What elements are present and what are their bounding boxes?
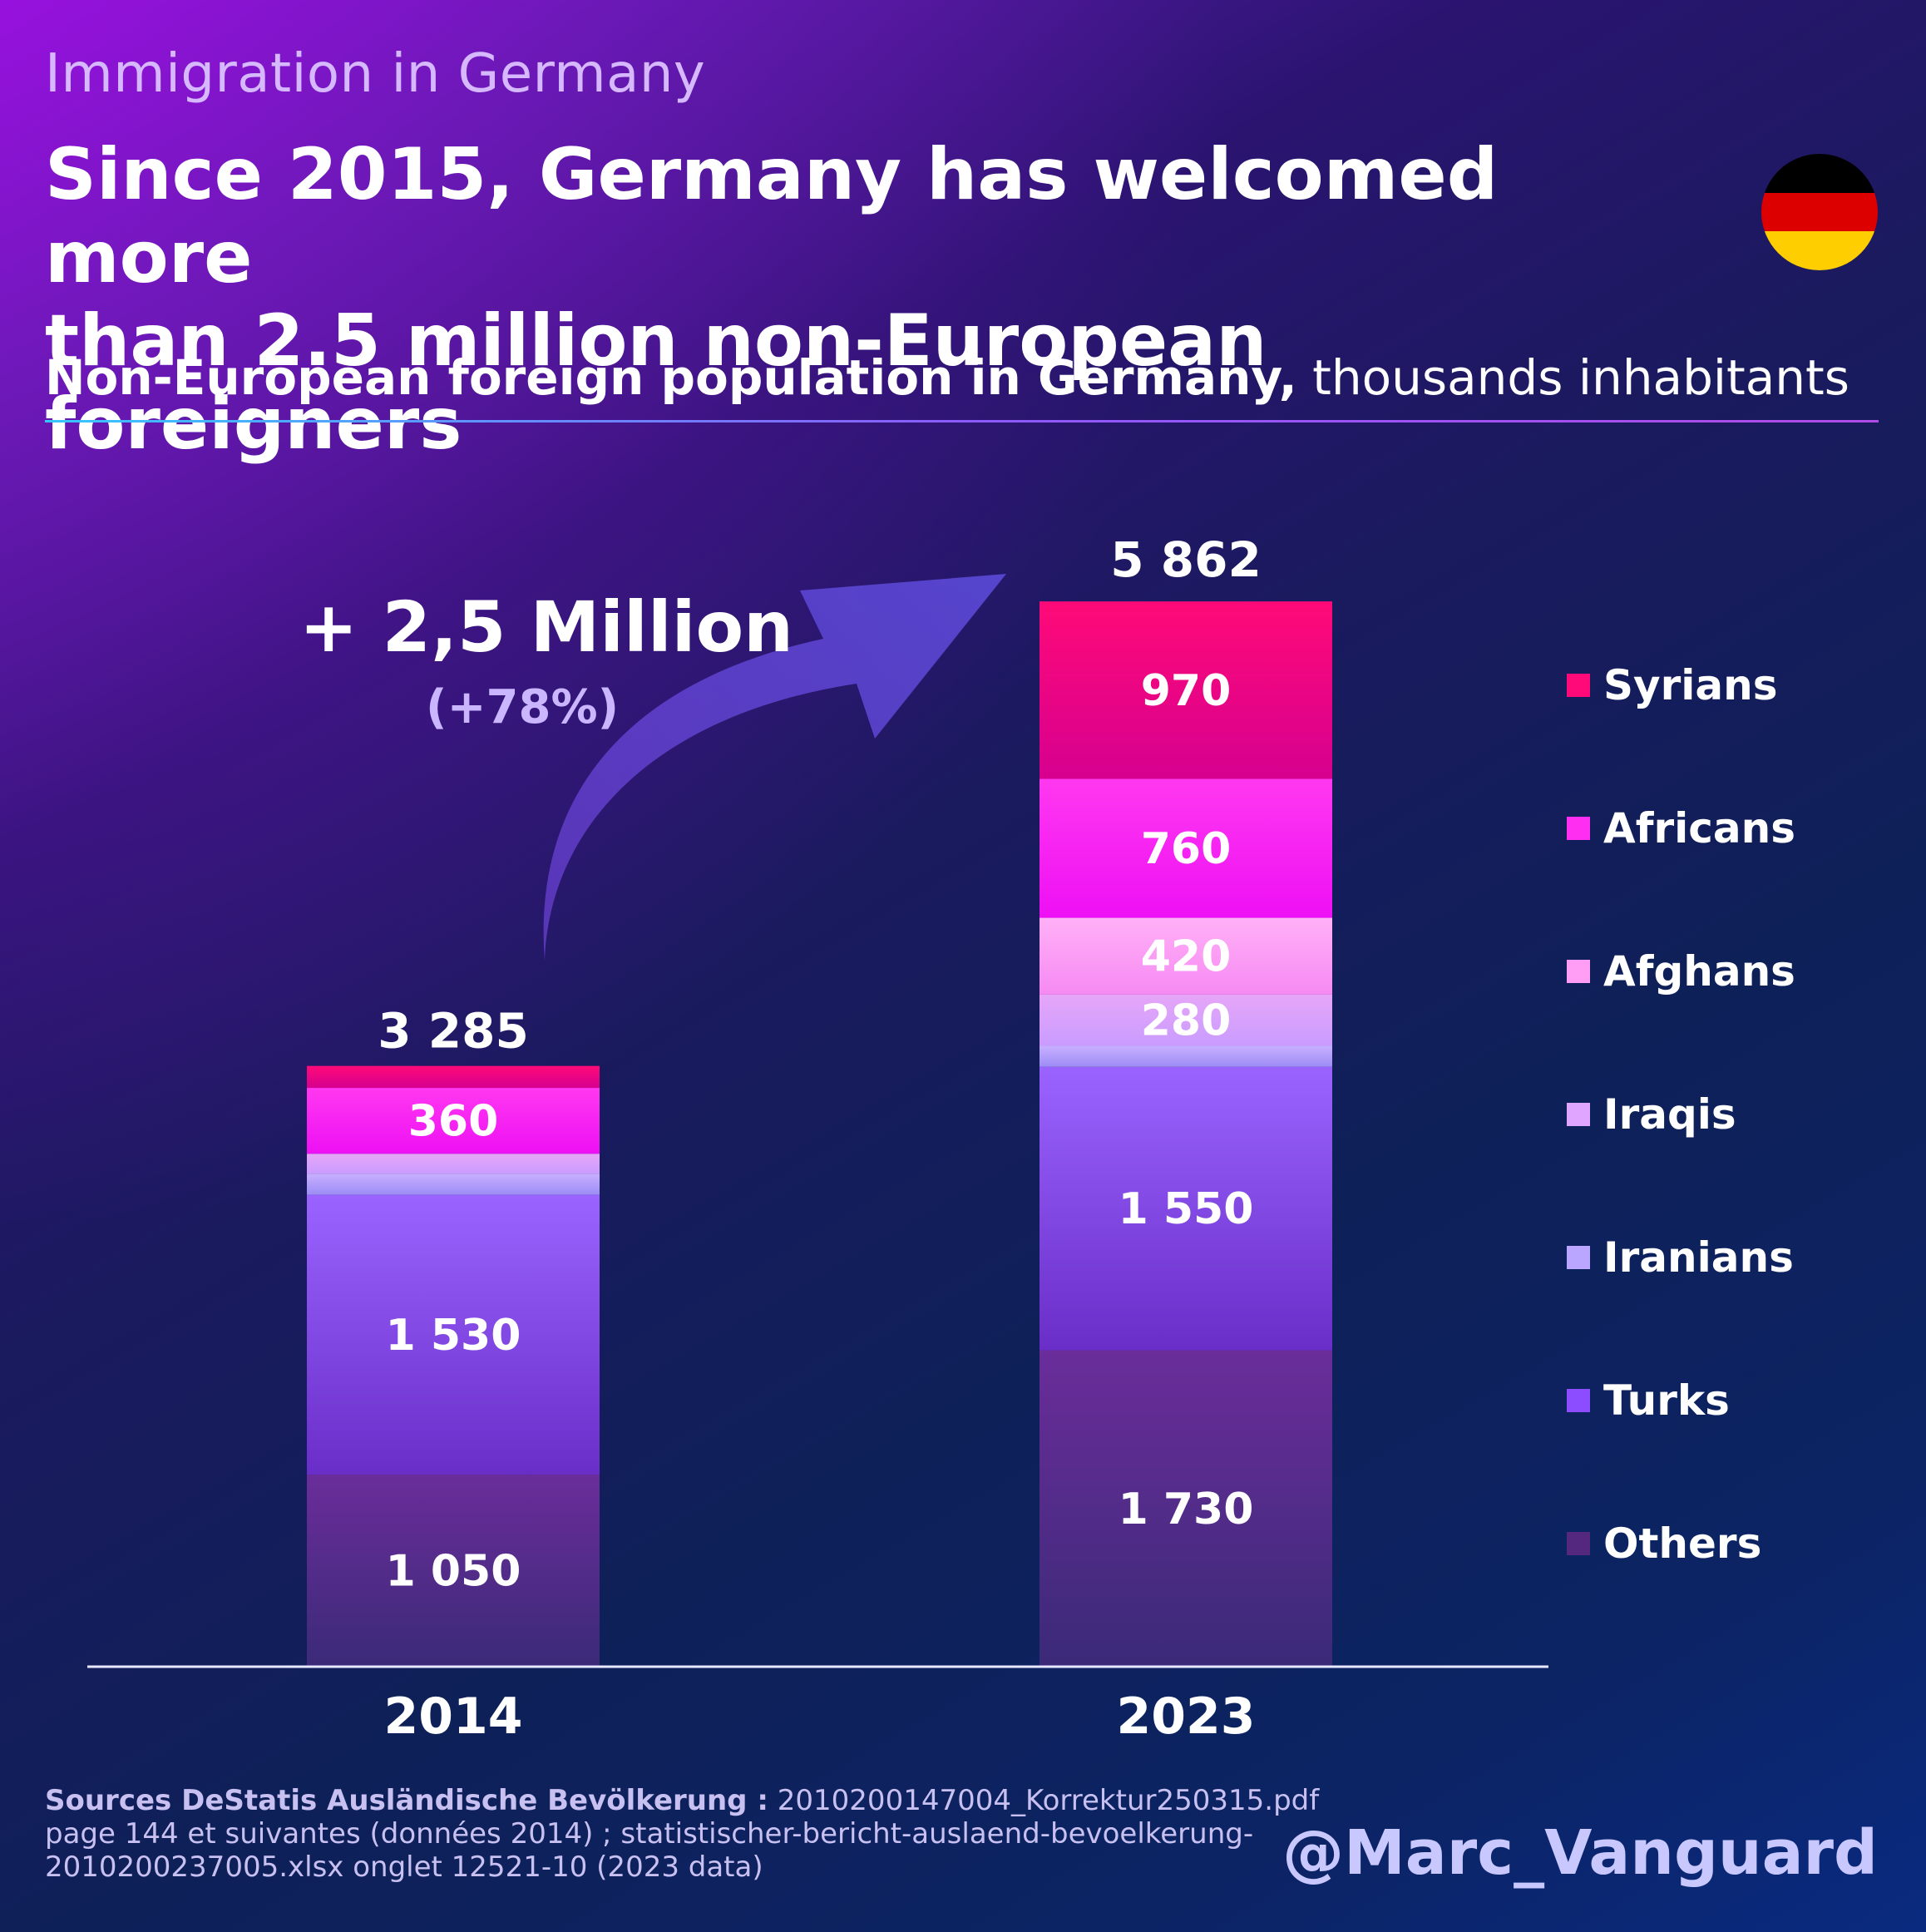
legend-swatch (1567, 1103, 1590, 1126)
subtitle-bold: Non-European foreign population in Germa… (45, 349, 1297, 406)
data-label-afghans-2023: 420 (1141, 932, 1232, 982)
bar-segment-syrians-2023 (1040, 601, 1332, 779)
bar-segment-iranians-2023 (1040, 1045, 1332, 1067)
data-label-turks-2014: 1 530 (386, 1311, 521, 1361)
bar-segment-iraqis-2023 (1040, 994, 1332, 1046)
legend-label: Turks (1603, 1376, 1730, 1425)
legend-item-africans: Africans (1567, 804, 1795, 852)
headline-line-1: Since 2015, Germany has welcomed more (45, 133, 1499, 299)
legend-swatch (1567, 817, 1590, 840)
legend-label: Others (1603, 1519, 1762, 1568)
x-tick-label-2023: 2023 (1117, 1687, 1256, 1746)
legend-label: Syrians (1603, 661, 1778, 709)
bar-segment-others-2023 (1040, 1350, 1332, 1667)
bar-segment-others-2014 (307, 1475, 600, 1667)
legend-label: Afghans (1603, 947, 1795, 996)
increase-percent-annotation: (+78%) (426, 680, 620, 734)
legend-item-syrians: Syrians (1567, 661, 1778, 709)
data-label-others-2023: 1 730 (1119, 1485, 1254, 1534)
increase-annotation: + 2,5 Million (299, 586, 793, 668)
headline: Since 2015, Germany has welcomed more th… (45, 133, 1708, 466)
legend-item-iranians: Iranians (1567, 1233, 1794, 1282)
legend-swatch (1567, 1246, 1590, 1269)
data-label-africans-2023: 760 (1141, 824, 1232, 874)
subtitle-underline (45, 420, 1879, 422)
x-tick-label-2014: 2014 (384, 1687, 523, 1746)
data-label-africans-2014: 360 (408, 1097, 499, 1147)
legend-item-afghans: Afghans (1567, 947, 1795, 996)
chart-subtitle: Non-European foreign population in Germa… (45, 349, 1849, 406)
bar-segment-afghans-2023 (1040, 917, 1332, 995)
bar-segment-syrians-2014 (307, 1065, 600, 1089)
flag-stripe-2 (1761, 192, 1878, 232)
source-note: Sources DeStatis Ausländische Bevölkerun… (45, 1784, 1342, 1884)
bar-segment-turks-2014 (307, 1194, 600, 1475)
legend-swatch (1567, 1532, 1590, 1555)
total-label-2023: 5 862 (1110, 531, 1262, 588)
kicker-title: Immigration in Germany (45, 43, 706, 105)
total-label-2014: 3 285 (378, 1003, 529, 1060)
legend-item-iraqis: Iraqis (1567, 1090, 1736, 1139)
data-label-others-2014: 1 050 (386, 1547, 521, 1597)
legend-item-others: Others (1567, 1519, 1761, 1568)
subtitle-rest: thousands inhabitants (1296, 349, 1850, 406)
bar-segment-africans-2023 (1040, 778, 1332, 918)
legend-swatch (1567, 1389, 1590, 1412)
legend-swatch (1567, 674, 1590, 697)
legend-item-turks: Turks (1567, 1376, 1730, 1425)
legend-label: Africans (1603, 804, 1795, 852)
author-handle: @Marc_Vanguard (1282, 1817, 1878, 1889)
bar-segment-turks-2023 (1040, 1066, 1332, 1351)
bar-segment-africans-2014 (307, 1088, 600, 1154)
data-label-syrians-2023: 970 (1141, 666, 1232, 716)
legend-label: Iranians (1603, 1233, 1794, 1282)
source-bold: Sources DeStatis Ausländische Bevölkerun… (45, 1784, 768, 1817)
headline-line-2: than 2.5 million non-European foreigners (45, 299, 1267, 466)
growth-arrow-icon (543, 574, 1006, 961)
source-rest: 2010200147004_Korrektur250315.pdf page 1… (45, 1784, 1320, 1884)
legend-label: Iraqis (1603, 1090, 1736, 1139)
bar-segment-iranians-2014 (307, 1174, 600, 1195)
bar-segment-iraqis-2014 (307, 1154, 600, 1174)
data-label-turks-2023: 1 550 (1119, 1184, 1254, 1234)
data-label-iraqis-2023: 280 (1141, 996, 1232, 1046)
legend-swatch (1567, 960, 1590, 983)
